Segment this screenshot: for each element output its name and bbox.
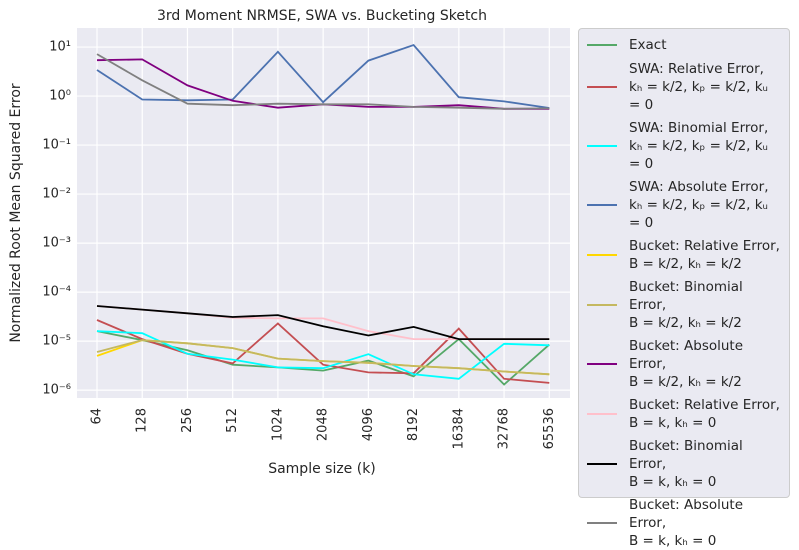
legend-item: Bucket: Relative Error, B = k/2, kₕ = k/… xyxy=(587,237,781,273)
x-tick-label: 64 xyxy=(90,408,105,425)
legend-label: Exact xyxy=(629,37,667,53)
y-tick-label: 10⁻⁵ xyxy=(42,334,71,349)
x-tick-label: 8192 xyxy=(406,408,421,441)
grid xyxy=(77,28,570,398)
x-tick-label: 65536 xyxy=(542,408,557,449)
y-tick-label: 10⁻⁴ xyxy=(42,285,71,300)
legend-item: SWA: Relative Error, kₕ = k/2, kₚ = k/2,… xyxy=(587,60,781,114)
legend-label: Bucket: Binomial Error, B = k, kₕ = 0 xyxy=(629,438,743,490)
y-tick-label: 10⁰ xyxy=(49,89,71,104)
series-line xyxy=(96,43,550,109)
legend-label: Bucket: Relative Error, B = k, kₕ = 0 xyxy=(629,397,780,431)
legend-swatch xyxy=(587,413,617,415)
legend-item: Bucket: Relative Error, B = k, kₕ = 0 xyxy=(587,396,781,432)
y-tick-label: 10¹ xyxy=(49,40,71,55)
series-line xyxy=(96,305,550,340)
x-tick-label: 4096 xyxy=(361,408,376,441)
legend-label: Bucket: Binomial Error, B = k/2, kₕ = k/… xyxy=(629,279,743,331)
legend-label: Bucket: Absolute Error, B = k/2, kₕ = k/… xyxy=(629,338,744,390)
x-axis-label: Sample size (k) xyxy=(268,461,376,477)
legend-item: SWA: Absolute Error, kₕ = k/2, kₚ = k/2,… xyxy=(587,178,781,232)
x-tick-label: 32768 xyxy=(497,408,512,449)
legend-item: SWA: Binomial Error, kₕ = k/2, kₚ = k/2,… xyxy=(587,119,781,173)
page: 3rd Moment NRMSE, SWA vs. Bucketing Sket… xyxy=(8,8,790,549)
legend-swatch xyxy=(587,304,617,306)
x-tick-label: 1024 xyxy=(270,408,285,441)
legend-label: SWA: Binomial Error, kₕ = k/2, kₚ = k/2,… xyxy=(629,120,769,172)
y-tick-label: 10⁻² xyxy=(42,187,71,202)
legend-swatch xyxy=(587,463,617,465)
legend-item: Exact xyxy=(587,35,781,55)
legend-label: SWA: Relative Error, kₕ = k/2, kₚ = k/2,… xyxy=(629,61,769,113)
legend-item: Bucket: Binomial Error, B = k, kₕ = 0 xyxy=(587,437,781,491)
legend-item: Bucket: Absolute Error, B = k/2, kₕ = k/… xyxy=(587,337,781,391)
series-line xyxy=(96,339,550,376)
x-tick-label: 16384 xyxy=(451,408,466,449)
legend-swatch xyxy=(587,204,617,206)
y-tick-label: 10⁻³ xyxy=(42,236,71,251)
y-tick-label: 10⁻¹ xyxy=(42,138,71,153)
legend: Exact SWA: Relative Error, kₕ = k/2, kₚ =… xyxy=(578,28,790,549)
chart: 3rd Moment NRMSE, SWA vs. Bucketing Sket… xyxy=(8,8,570,477)
series-line xyxy=(96,53,550,110)
x-tick-label: 256 xyxy=(180,408,195,433)
x-tick-label: 2048 xyxy=(316,408,331,441)
legend-label: Bucket: Relative Error, B = k/2, kₕ = k/… xyxy=(629,238,780,272)
legend-item: Bucket: Absolute Error, B = k, kₕ = 0 xyxy=(587,496,781,550)
legend-label: SWA: Absolute Error, kₕ = k/2, kₚ = k/2,… xyxy=(629,179,769,231)
legend-swatch xyxy=(587,522,617,524)
legend-swatch xyxy=(587,145,617,147)
legend-swatch xyxy=(587,86,617,88)
legend-item: Bucket: Binomial Error, B = k/2, kₕ = k/… xyxy=(587,278,781,332)
chart-title: 3rd Moment NRMSE, SWA vs. Bucketing Sket… xyxy=(157,8,487,24)
y-axis-label: Normalized Root Mean Squared Error xyxy=(8,83,24,343)
x-tick-label: 512 xyxy=(225,408,240,433)
series-line xyxy=(96,330,550,380)
x-tick-label: 128 xyxy=(135,408,150,433)
series-line xyxy=(96,319,550,384)
legend-swatch xyxy=(587,44,617,46)
legend-label: Bucket: Absolute Error, B = k, kₕ = 0 xyxy=(629,497,744,549)
legend-swatch xyxy=(587,254,617,256)
legend-swatch xyxy=(587,363,617,365)
y-tick-label: 10⁻⁶ xyxy=(42,383,71,398)
